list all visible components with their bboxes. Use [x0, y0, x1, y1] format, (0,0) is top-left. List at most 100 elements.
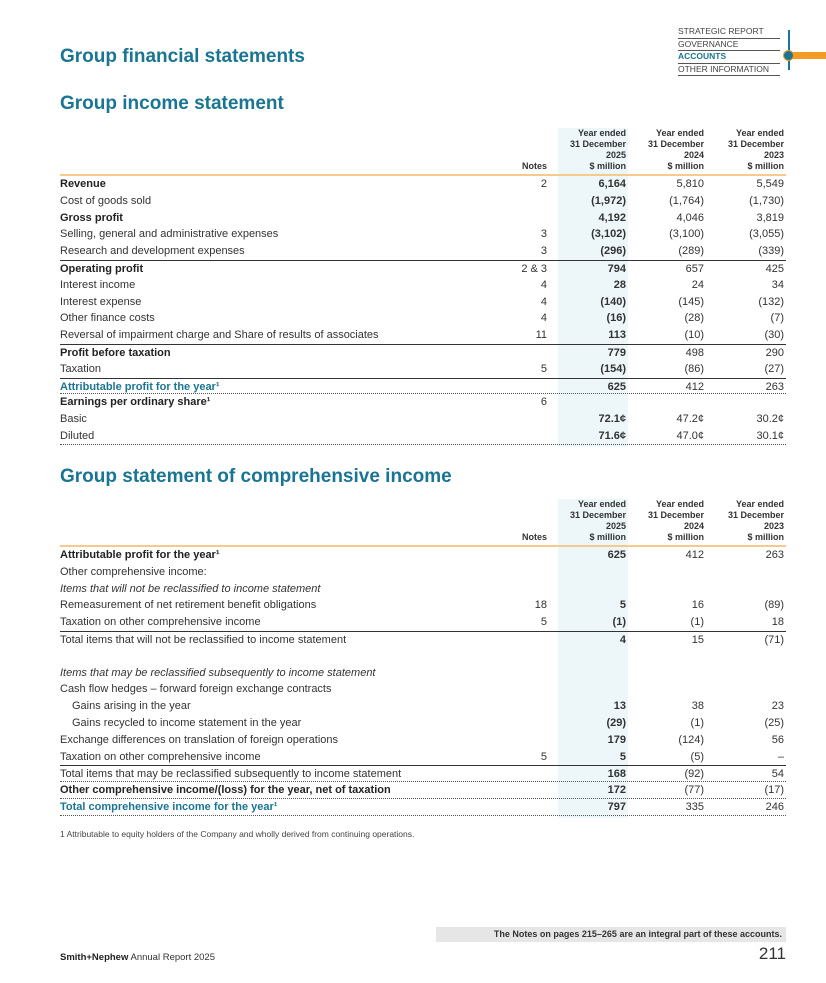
row-label: Selling, general and administrative expe…	[60, 228, 279, 241]
row-note: 2	[540, 178, 547, 190]
value-2023: (27)	[764, 362, 784, 375]
value-2024: (1,764)	[669, 194, 704, 207]
comprehensive-income-title: Group statement of comprehensive income	[60, 466, 452, 487]
value-2023: 56	[771, 733, 784, 746]
table-header: Notes Year ended 31 December 2025 $ milli…	[60, 128, 786, 176]
value-2023: (132)	[758, 295, 784, 308]
value-2024: 5,810	[676, 178, 704, 190]
row-label: Taxation on other comprehensive income	[60, 750, 261, 763]
table-row: Earnings per ordinary share¹ 6	[60, 394, 786, 411]
table-row: Gains recycled to income statement in th…	[60, 715, 786, 732]
column-header-1: Year ended 31 December 2024 $ million	[647, 499, 704, 542]
table-row: Other finance costs 4 (16) (28) (7)	[60, 310, 786, 327]
row-label: Gains arising in the year	[72, 700, 191, 713]
value-2025: 4,192	[598, 211, 626, 224]
value-2024: (92)	[684, 768, 704, 781]
row-note: 3	[540, 245, 547, 258]
table-row: Reversal of impairment charge and Share …	[60, 327, 786, 344]
row-note: 4	[540, 312, 547, 325]
column-header-2: Year ended 31 December 2023 $ million	[727, 128, 784, 171]
value-2024: (3,100)	[669, 228, 704, 241]
table-row: Taxation on other comprehensive income 5 5…	[60, 749, 786, 766]
row-note: 5	[540, 616, 547, 629]
row-note: 11	[535, 329, 547, 342]
value-2024: (1)	[690, 616, 704, 629]
table-row: Other comprehensive income/(loss) for th…	[60, 782, 786, 799]
nav-governance[interactable]: GOVERNANCE	[678, 39, 780, 51]
value-2024: 15	[691, 633, 704, 646]
footer-brand: Smith+Nephew Annual Report 2025	[60, 952, 215, 963]
value-2024: 16	[691, 599, 704, 612]
column-header-0: Year ended 31 December 2025 $ million	[569, 128, 626, 171]
table-row: Total comprehensive income for the year¹…	[60, 799, 786, 816]
row-label: Other finance costs	[60, 312, 155, 325]
value-2024: 4,046	[676, 211, 704, 224]
table-row: Exchange differences on translation of f…	[60, 732, 786, 749]
value-2025: 6,164	[598, 178, 626, 190]
row-note: 4	[540, 295, 547, 308]
value-2023: (89)	[764, 599, 784, 612]
nav-accounts[interactable]: ACCOUNTS	[678, 51, 780, 64]
row-label: Gains recycled to income statement in th…	[72, 716, 302, 729]
row-label: Items that may be reclassified subsequen…	[60, 666, 376, 679]
nav-other-information[interactable]: OTHER INFORMATION	[678, 64, 780, 76]
row-label: Earnings per ordinary share¹	[60, 396, 211, 409]
table-row: Total items that will not be reclassifie…	[60, 630, 786, 648]
comprehensive-income-table: Notes Year ended 31 December 2025 $ milli…	[60, 499, 786, 818]
value-2024: 657	[685, 262, 704, 275]
column-header-2: Year ended 31 December 2023 $ million	[727, 499, 784, 542]
table-row: Other comprehensive income:	[60, 564, 786, 581]
value-2024: (124)	[678, 733, 704, 746]
table-row	[60, 648, 786, 665]
table-row: Gross profit 4,192 4,046 3,819	[60, 210, 786, 227]
row-label: Remeasurement of net retirement benefit …	[60, 599, 317, 612]
row-note: 6	[540, 396, 547, 409]
value-2025: 5	[619, 750, 626, 763]
value-2025: 168	[607, 768, 626, 781]
value-2023: 263	[765, 549, 784, 561]
table-row: Selling, general and administrative expe…	[60, 226, 786, 243]
value-2025: 779	[607, 346, 626, 359]
value-2024: (289)	[678, 245, 704, 258]
value-2025: 5	[619, 599, 626, 612]
value-2025: 72.1¢	[598, 413, 626, 426]
row-note: 2 & 3	[521, 262, 547, 275]
row-label: Operating profit	[60, 262, 144, 275]
value-2025: 172	[607, 784, 626, 797]
value-2023: (71)	[764, 633, 784, 646]
value-2023: 425	[765, 262, 784, 275]
row-label: Other comprehensive income:	[60, 565, 207, 578]
column-header-1: Year ended 31 December 2024 $ million	[647, 128, 704, 171]
nav-active-bar	[790, 52, 826, 59]
value-2023: 5,549	[756, 178, 784, 190]
row-label: Revenue	[60, 178, 106, 190]
value-2025: 625	[607, 549, 626, 561]
row-note: 4	[540, 278, 547, 291]
value-2023: (3,055)	[749, 228, 784, 241]
table-row: Remeasurement of net retirement benefit …	[60, 597, 786, 614]
table-header: Notes Year ended 31 December 2025 $ milli…	[60, 499, 786, 547]
row-label: Basic	[60, 413, 87, 426]
value-2024: 412	[685, 549, 704, 561]
column-header-0: Year ended 31 December 2025 $ million	[569, 499, 626, 542]
value-2023: 290	[765, 346, 784, 359]
value-2024: (1)	[690, 716, 704, 729]
table-row: Taxation on other comprehensive income 5 (…	[60, 614, 786, 631]
value-2024: 47.2¢	[676, 413, 704, 426]
table-row: Taxation 5 (154) (86) (27)	[60, 361, 786, 378]
value-2024: 335	[685, 800, 704, 813]
value-2023: (30)	[764, 329, 784, 342]
value-2023: –	[777, 750, 784, 763]
value-2025: 179	[607, 733, 626, 746]
value-2025: 625	[607, 380, 626, 393]
table-row: Total items that may be reclassified sub…	[60, 765, 786, 783]
value-2025: 797	[607, 800, 626, 813]
row-label: Gross profit	[60, 211, 123, 224]
row-label: Attributable profit for the year¹	[60, 549, 220, 561]
nav-strategic-report[interactable]: STRATEGIC REPORT	[678, 26, 780, 39]
row-label: Total comprehensive income for the year¹	[60, 800, 278, 813]
row-label: Attributable profit for the year¹	[60, 380, 220, 393]
value-2025: (3,102)	[591, 228, 626, 241]
table-row: Diluted 71.6¢ 47.0¢ 30.1¢	[60, 428, 786, 445]
value-2023: 23	[771, 700, 784, 713]
